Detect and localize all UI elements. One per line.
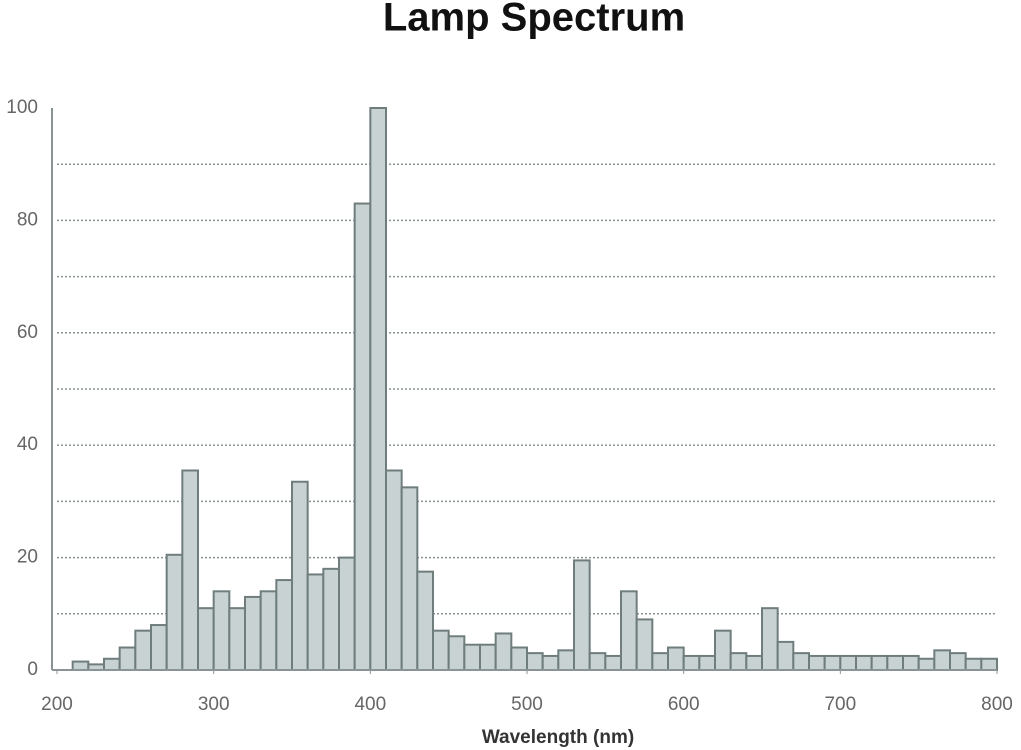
bar	[353, 202, 372, 671]
bar	[385, 469, 403, 671]
bar	[588, 652, 607, 672]
bar	[745, 654, 763, 672]
bar	[761, 607, 779, 671]
bar	[400, 486, 419, 671]
bar	[447, 635, 466, 672]
bar	[557, 649, 575, 672]
y-tick-label: 0	[27, 659, 38, 680]
x-tick-label: 200	[41, 694, 73, 715]
bar	[291, 480, 309, 672]
bar	[526, 652, 544, 672]
x-tick-label: 600	[668, 694, 700, 715]
x-tick-label: 700	[824, 694, 856, 715]
bar	[306, 573, 325, 672]
x-tick-label: 300	[198, 694, 230, 715]
bar	[541, 654, 560, 672]
bar	[698, 654, 716, 672]
bar	[729, 652, 748, 672]
x-tick-label: 800	[981, 694, 1013, 715]
bar	[510, 646, 529, 672]
bar	[902, 654, 920, 672]
bar	[980, 657, 998, 672]
y-tick-label: 100	[6, 97, 38, 118]
bar	[620, 590, 638, 672]
y-tick-label: 80	[17, 209, 38, 230]
bar	[259, 590, 278, 672]
chart-title: Lamp Spectrum	[383, 0, 685, 40]
bar	[949, 652, 967, 672]
bar	[573, 559, 591, 671]
bar	[776, 640, 795, 672]
bar	[103, 657, 121, 672]
bar	[714, 629, 732, 671]
x-tick-label: 400	[354, 694, 386, 715]
bar	[667, 646, 685, 672]
bar	[181, 469, 199, 671]
bar	[416, 570, 435, 672]
bar	[322, 567, 341, 672]
bar	[228, 607, 246, 671]
bar	[933, 649, 951, 672]
y-tick-label: 40	[17, 434, 38, 455]
bar	[823, 654, 842, 672]
bar	[463, 643, 482, 672]
bar	[369, 107, 388, 671]
bar	[71, 660, 90, 672]
bar	[651, 652, 669, 672]
bar	[197, 607, 215, 671]
bar	[964, 657, 983, 672]
bar	[150, 624, 168, 671]
bar	[134, 629, 152, 671]
bar	[808, 654, 826, 672]
bar	[212, 590, 231, 672]
bar	[855, 654, 873, 672]
bar	[118, 646, 137, 672]
bar	[479, 643, 497, 672]
bar	[338, 556, 356, 671]
bar	[432, 629, 450, 671]
bar	[682, 654, 701, 672]
bar	[275, 579, 294, 672]
bar	[886, 654, 904, 672]
y-tick-label: 60	[17, 322, 38, 343]
bar	[870, 654, 889, 672]
bar	[165, 553, 184, 671]
x-tick-label: 500	[511, 694, 543, 715]
bar	[839, 654, 857, 672]
x-axis-label: Wavelength (nm)	[482, 727, 634, 748]
bar	[494, 632, 513, 671]
bar	[635, 618, 654, 671]
bar	[917, 657, 936, 672]
bar	[244, 595, 262, 671]
bar	[604, 654, 622, 672]
bar	[792, 652, 810, 672]
y-tick-label: 20	[17, 547, 38, 568]
